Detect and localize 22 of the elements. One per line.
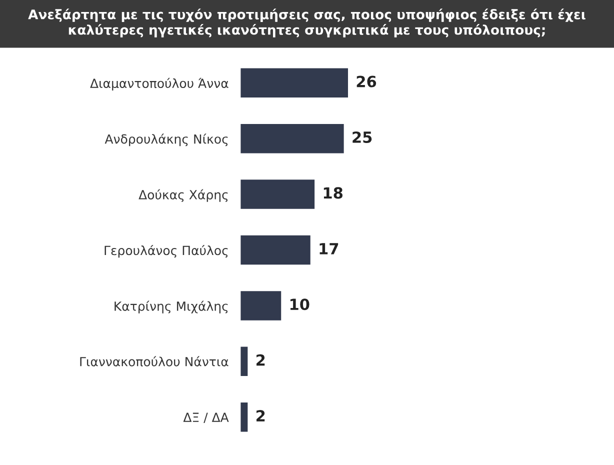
data-label: 25 [352, 131, 372, 144]
data-label: 18 [324, 187, 343, 199]
data-label: 17 [320, 243, 338, 254]
data-label: 2 [256, 354, 265, 366]
bar [240, 66, 350, 99]
bar [240, 122, 346, 155]
bar [240, 345, 250, 378]
data-label: 2 [256, 410, 265, 422]
chart-title: Ανεξάρτητα με τις τυχόν προτιμήσεις σας, ποιος υποψήφιος έδειξε ότι έχει καλύτερες ηγετικές ικανότητες συγκριτικά με τους υπόλοιπους; [28, 8, 586, 38]
y-tick-label: Ανδρουλάκης Νίκος [104, 134, 228, 146]
bar [240, 178, 316, 210]
data-label: 26 [356, 76, 376, 88]
y-tick-label: Κατρίνης Μιχάλης [114, 300, 228, 314]
bar [240, 234, 312, 266]
data-label: 10 [290, 298, 310, 310]
bar [240, 401, 250, 434]
y-tick-label: Γερουλάνος Παύλος [104, 245, 228, 258]
bar [240, 290, 282, 322]
y-tick-label: ΔΞ / ΔΑ [183, 412, 229, 424]
y-tick-label: Γιαννακοπούλου Νάντια [80, 356, 228, 366]
y-tick-label: Δούκας Χάρης [138, 189, 228, 202]
y-tick-label: Διαμαντοπούλου Άννα [90, 78, 228, 90]
